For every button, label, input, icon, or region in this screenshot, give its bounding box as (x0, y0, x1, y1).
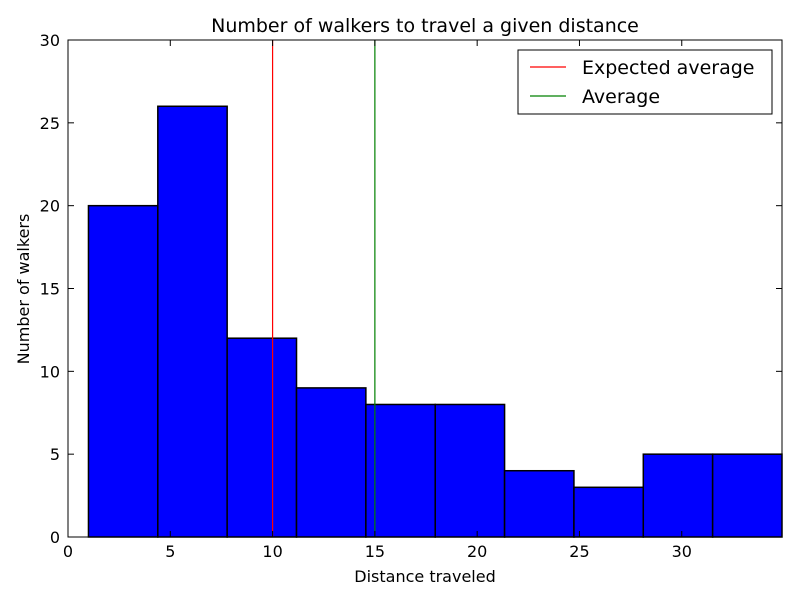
x-tick-label: 10 (262, 542, 282, 561)
legend-label: Expected average (582, 57, 754, 79)
x-tick-label: 30 (672, 542, 692, 561)
histogram-bar (503, 469, 575, 538)
bars-group (87, 105, 783, 538)
legend-label: Average (582, 86, 660, 108)
histogram-bar (87, 204, 159, 538)
vlines-group (271, 40, 376, 537)
x-axis-title: Distance traveled (354, 567, 495, 586)
y-tick-label: 0 (50, 528, 60, 547)
y-tick-label: 10 (40, 362, 60, 381)
histogram-bar (434, 403, 506, 538)
y-tick-label: 5 (50, 445, 60, 464)
y-axis-title: Number of walkers (14, 214, 33, 365)
chart-title: Number of walkers to travel a given dist… (211, 15, 639, 37)
histogram-bar (573, 486, 645, 538)
legend-box (517, 49, 773, 115)
x-tick-label: 0 (63, 542, 73, 561)
ticks-group: 0 5 10 15 20 25 30 0 5 10 15 20 25 30 (40, 31, 782, 561)
y-tick-label: 30 (40, 31, 60, 50)
histogram-bar (295, 387, 367, 538)
y-tick-label: 20 (40, 197, 60, 216)
histogram-bar (226, 337, 298, 538)
x-tick-label: 5 (165, 542, 175, 561)
histogram-bar (157, 105, 228, 538)
legend: Expected average Average (517, 49, 773, 115)
x-tick-label: 25 (569, 542, 589, 561)
histogram-bar (642, 453, 714, 538)
x-tick-label: 15 (365, 542, 385, 561)
y-tick-label: 25 (40, 114, 60, 133)
histogram-bar (365, 403, 436, 538)
y-tick-label: 15 (40, 280, 60, 299)
x-tick-label: 20 (467, 542, 487, 561)
histogram-bar (711, 453, 783, 538)
